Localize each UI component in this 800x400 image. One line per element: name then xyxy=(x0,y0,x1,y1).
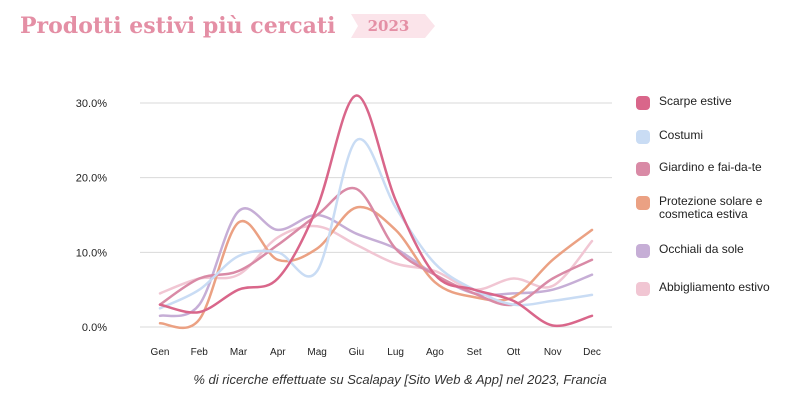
legend-swatch xyxy=(636,244,650,258)
year-label: 2023 xyxy=(367,17,410,35)
series-line-protezione-solare-e-cosmetica-estiva xyxy=(158,205,594,330)
year-badge-shape xyxy=(351,14,436,38)
legend-swatch xyxy=(636,162,650,176)
year-badge: 2023 xyxy=(351,14,436,38)
y-tick-label: 30.0% xyxy=(76,98,107,110)
x-tick-label: Mag xyxy=(307,347,326,358)
legend-label: Abbigliamento estivo xyxy=(659,280,770,294)
legend-swatch xyxy=(636,130,650,144)
series-line-occhiali-da-sole xyxy=(158,207,594,318)
series-line-abbigliamento-estivo xyxy=(158,224,594,295)
legend-item: Giardino e fai-da-te xyxy=(636,161,796,176)
x-tick-label: Giu xyxy=(349,347,365,358)
x-tick-label: Set xyxy=(467,347,482,358)
legend-label: Occhiali da sole xyxy=(659,242,744,256)
chart-caption: % di ricerche effettuate su Scalapay [Si… xyxy=(193,372,607,387)
x-tick-label: Gen xyxy=(151,347,170,358)
page-title: Prodotti estivi più cercati xyxy=(20,13,336,39)
legend-label: Protezione solare e cosmetica estiva xyxy=(659,194,763,221)
x-tick-label: Ott xyxy=(507,347,521,358)
y-tick-label: 20.0% xyxy=(76,173,107,185)
legend-swatch xyxy=(636,196,650,210)
legend-label: Scarpe estive xyxy=(659,94,732,108)
legend-item: Costumi xyxy=(636,129,796,144)
legend-swatch xyxy=(636,96,650,110)
y-tick-label: 0.0% xyxy=(82,322,107,334)
x-tick-label: Ago xyxy=(426,347,444,358)
legend-label: Giardino e fai-da-te xyxy=(659,160,762,174)
header: Prodotti estivi più cercati 2023 xyxy=(20,8,436,44)
legend-item: Scarpe estive xyxy=(636,95,796,110)
legend-label: Costumi xyxy=(659,128,704,142)
legend-item: Abbigliamento estivo xyxy=(636,281,796,296)
legend-swatch xyxy=(636,282,650,296)
x-tick-label: Nov xyxy=(544,347,562,358)
y-tick-label: 10.0% xyxy=(76,247,107,259)
x-tick-label: Apr xyxy=(270,347,286,358)
legend-item: Occhiali da sole xyxy=(636,243,796,258)
legend-item: Protezione solare e cosmetica estiva xyxy=(636,195,796,221)
x-tick-label: Dec xyxy=(583,347,601,358)
x-tick-label: Lug xyxy=(387,347,404,358)
x-tick-label: Feb xyxy=(191,347,209,358)
series-line-costumi xyxy=(158,137,594,310)
x-tick-label: Mar xyxy=(230,347,248,358)
series-line-scarpe-estive xyxy=(158,94,594,328)
